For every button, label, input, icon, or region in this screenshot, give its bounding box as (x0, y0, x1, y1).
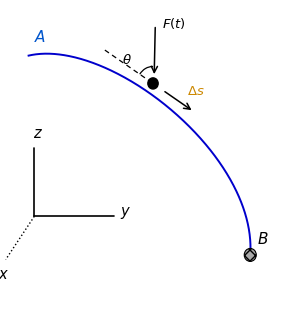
Text: x: x (0, 267, 7, 282)
Text: $\Delta s$: $\Delta s$ (186, 85, 204, 98)
Circle shape (148, 78, 158, 89)
Text: z: z (33, 125, 41, 141)
Text: A: A (35, 30, 45, 45)
Circle shape (244, 248, 256, 261)
Text: $F(t)$: $F(t)$ (162, 16, 186, 31)
Text: $\theta$: $\theta$ (122, 53, 132, 67)
Text: B: B (257, 232, 268, 247)
Text: y: y (120, 204, 129, 219)
